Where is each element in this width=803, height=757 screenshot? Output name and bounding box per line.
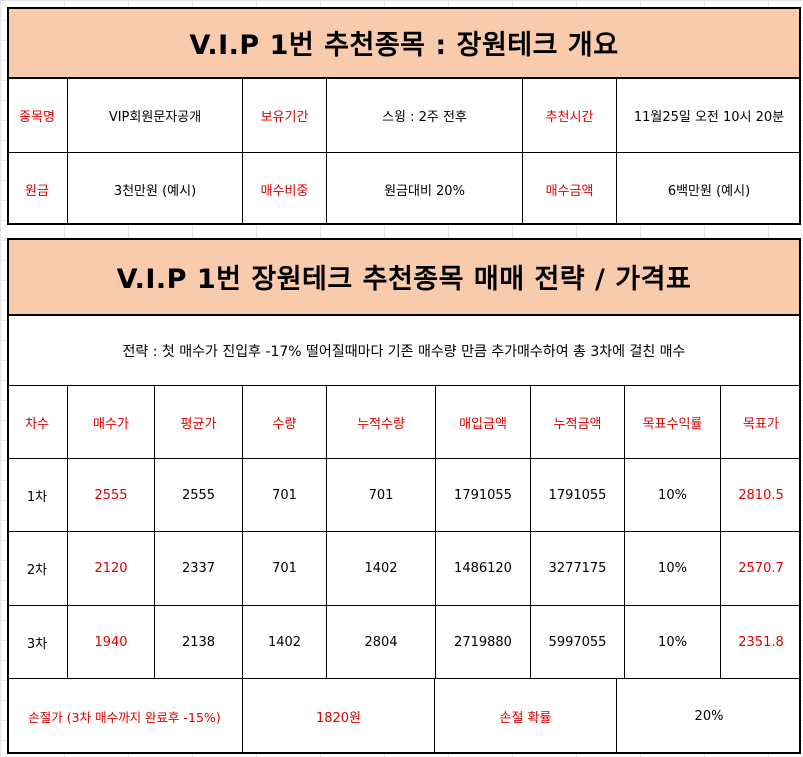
row-1-buy-amount: 1791055 bbox=[436, 459, 531, 532]
row-2-buy-amount: 1486120 bbox=[436, 532, 531, 606]
label-holding-period: 보유기간 bbox=[243, 79, 327, 153]
strategy-title: V.I.P 1번 장원테크 추천종목 매매 전략 / 가격표 bbox=[116, 263, 692, 295]
row-1-buy-price: 2555 bbox=[68, 459, 155, 532]
label-principal: 원금 bbox=[7, 153, 68, 225]
stoploss-prob-label: 손절 확률 bbox=[435, 679, 617, 754]
row-3-round: 3차 bbox=[7, 606, 68, 679]
row-3-buy-amount: 2719880 bbox=[436, 606, 531, 679]
value-buy-amount: 6백만원 (예시) bbox=[667, 183, 751, 199]
strategy-description: 전략 : 첫 매수가 진입후 -17% 떨어질때마다 기존 매수량 만큼 추가매… bbox=[7, 316, 801, 386]
row-2-avg-price: 2337 bbox=[155, 532, 243, 606]
strategy-title-cell: V.I.P 1번 장원테크 추천종목 매매 전략 / 가격표 bbox=[7, 238, 801, 316]
row-2-cum-amount: 3277175 bbox=[531, 532, 625, 606]
row-1-cum-qty: 701 bbox=[327, 459, 436, 532]
stoploss-prob-value: 20% bbox=[694, 709, 724, 724]
row-3-cum-amount: 5997055 bbox=[531, 606, 625, 679]
row-2-target-return: 10% bbox=[625, 532, 721, 606]
header-target-price: 목표가 bbox=[721, 386, 801, 459]
row-2-round: 2차 bbox=[7, 532, 68, 606]
label-buy-amount: 매수금액 bbox=[523, 153, 617, 225]
overview-table: V.I.P 1번 추천종목 : 장원테크 개요 종목명 VIP회원문자공개 보유… bbox=[7, 7, 801, 225]
overview-title-cell: V.I.P 1번 추천종목 : 장원테크 개요 bbox=[7, 7, 801, 79]
header-avg-price: 평균가 bbox=[155, 386, 243, 459]
header-cum-amount: 누적금액 bbox=[531, 386, 625, 459]
row-3-qty: 1402 bbox=[243, 606, 327, 679]
header-qty: 수량 bbox=[243, 386, 327, 459]
row-2-target-price: 2570.7 bbox=[721, 532, 801, 606]
row-2-cum-qty: 1402 bbox=[327, 532, 436, 606]
row-3-target-return: 10% bbox=[625, 606, 721, 679]
strategy-table: V.I.P 1번 장원테크 추천종목 매매 전략 / 가격표 전략 : 첫 매수… bbox=[7, 238, 801, 754]
row-3-avg-price: 2138 bbox=[155, 606, 243, 679]
row-3-target-price: 2351.8 bbox=[721, 606, 801, 679]
overview-title: V.I.P 1번 추천종목 : 장원테크 개요 bbox=[189, 29, 619, 61]
row-2-qty: 701 bbox=[243, 532, 327, 606]
row-1-qty: 701 bbox=[243, 459, 327, 532]
row-1-avg-price: 2555 bbox=[155, 459, 243, 532]
stoploss-label: 손절가 (3차 매수까지 완료후 -15%) bbox=[7, 679, 243, 754]
value-recommend-time: 11월25일 오전 10시 20분 bbox=[617, 79, 801, 153]
label-recommend-time: 추천시간 bbox=[523, 79, 617, 153]
header-cum-qty: 누적수량 bbox=[327, 386, 436, 459]
value-holding-period: 스윙 : 2주 전후 bbox=[327, 79, 523, 153]
row-1-round: 1차 bbox=[7, 459, 68, 532]
label-buy-weight: 매수비중 bbox=[243, 153, 327, 225]
stoploss-value: 1820원 bbox=[243, 679, 435, 754]
row-1-target-return: 10% bbox=[625, 459, 721, 532]
row-1-target-price: 2810.5 bbox=[721, 459, 801, 532]
header-buy-price: 매수가 bbox=[68, 386, 155, 459]
value-buy-weight: 원금대비 20% bbox=[327, 153, 523, 225]
header-buy-amount: 매입금액 bbox=[436, 386, 531, 459]
row-2-buy-price: 2120 bbox=[68, 532, 155, 606]
value-stock-name: VIP회원문자공개 bbox=[68, 79, 243, 153]
header-target-return: 목표수익률 bbox=[625, 386, 721, 459]
row-1-cum-amount: 1791055 bbox=[531, 459, 625, 532]
label-stock-name: 종목명 bbox=[7, 79, 68, 153]
value-principal: 3천만원 (예시) bbox=[68, 153, 243, 225]
header-round: 차수 bbox=[7, 386, 68, 459]
row-3-buy-price: 1940 bbox=[68, 606, 155, 679]
row-3-cum-qty: 2804 bbox=[327, 606, 436, 679]
